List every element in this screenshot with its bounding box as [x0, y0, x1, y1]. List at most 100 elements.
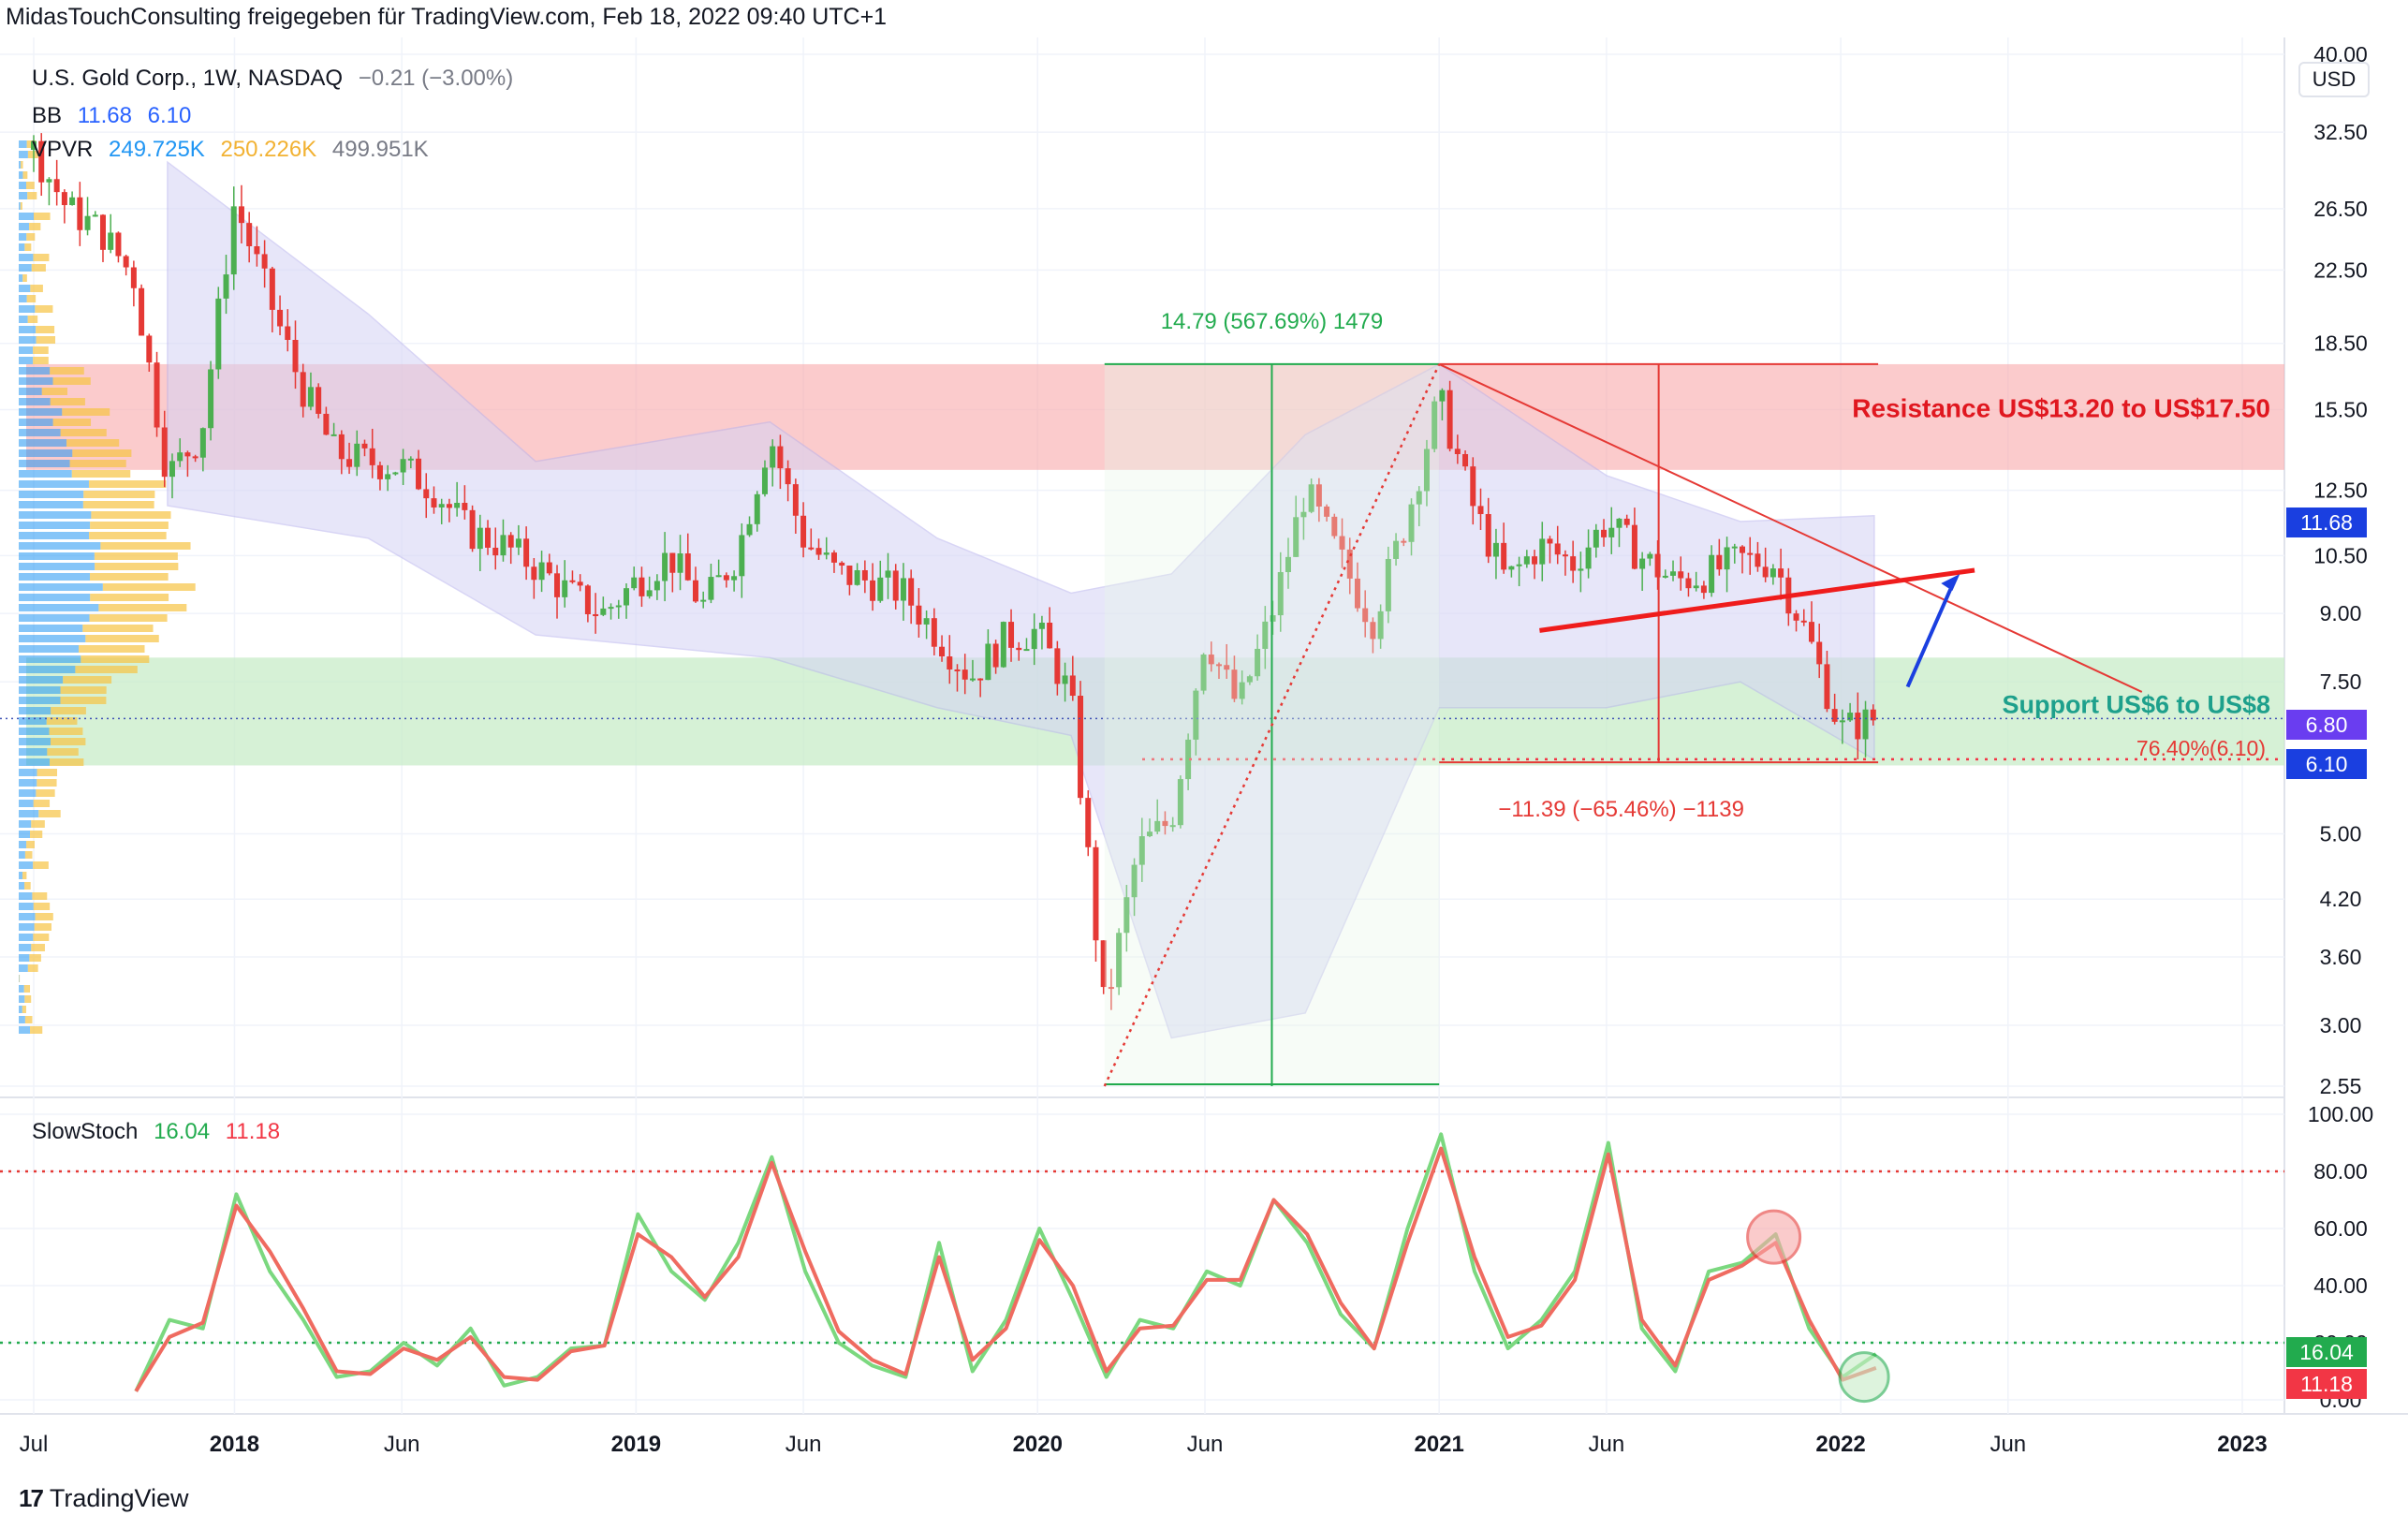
volume-profile-down-bar [24, 882, 31, 890]
candle-body [1354, 578, 1360, 609]
price-tick-label: 22.50 [2313, 257, 2368, 282]
volume-profile-down-bar [20, 202, 22, 210]
candle-body [46, 179, 52, 183]
volume-profile-up-bar [19, 460, 70, 467]
candle-body [854, 569, 860, 585]
time-tick-label: Jun [1589, 1432, 1625, 1457]
volume-profile-up-bar [19, 635, 86, 642]
volume-profile-up-bar [19, 552, 95, 560]
candle-body [846, 566, 853, 585]
volume-profile-up-bar [19, 604, 99, 611]
price-tick-label: 7.50 [2320, 669, 2362, 694]
candle-body [792, 484, 799, 516]
volume-profile-down-bar [46, 717, 78, 725]
volume-profile-up-bar [19, 233, 27, 241]
stoch-tick-label: 60.00 [2313, 1216, 2368, 1241]
candle-body [300, 372, 306, 407]
bb-upper-value: 11.68 [77, 103, 132, 128]
candle-body [947, 656, 953, 669]
volume-profile-up-bar [19, 1026, 31, 1034]
volume-profile-down-bar [66, 439, 120, 447]
candle-body [1601, 529, 1608, 537]
candle-body [1631, 524, 1637, 569]
candle-body [139, 287, 145, 336]
volume-profile-down-bar [47, 748, 79, 756]
volume-profile-down-bar [31, 820, 45, 828]
axes-layer: 40.00 32.50 26.50 22.50 18.50 15.50 12.50 10.50… [20, 42, 2374, 1457]
candle-body [1023, 649, 1030, 652]
candle-body [323, 413, 330, 435]
candle-body [1315, 484, 1322, 507]
bb-lower-value: 6.10 [147, 103, 192, 128]
volume-profile-up-bar [19, 831, 31, 838]
candle-body [1485, 514, 1491, 557]
candle-body [1731, 546, 1738, 549]
volume-profile-up-bar [19, 697, 61, 704]
volume-profile-down-bar [52, 419, 92, 426]
volume-profile-up-bar [19, 202, 21, 210]
volume-profile-down-bar [30, 285, 43, 292]
candle-body [292, 340, 299, 373]
volume-profile-down-bar [90, 573, 169, 581]
candle-body [1401, 540, 1407, 543]
candle-body [962, 669, 968, 680]
candle-body [1008, 622, 1015, 648]
volume-profile-down-bar [63, 676, 112, 684]
candle-body [423, 489, 430, 499]
volume-profile-down-bar [26, 295, 37, 302]
volume-profile-down-bar [60, 686, 107, 694]
volume-profile-down-bar [85, 635, 159, 642]
volume-profile-up-bar [19, 686, 61, 694]
volume-profile-up-bar [19, 800, 34, 807]
candle-body [1293, 517, 1299, 557]
candle-body [285, 326, 291, 341]
candle-body [746, 523, 753, 536]
volume-profile-up-bar [19, 408, 63, 416]
candle-body [761, 467, 768, 494]
symbol-legend[interactable]: U.S. Gold Corp., 1W, NASDAQ −0.21 (−3.00… [32, 66, 522, 92]
volume-profile-down-bar [41, 388, 68, 395]
volume-profile-down-bar [32, 892, 48, 900]
currency-button[interactable]: USD [2298, 62, 2370, 97]
vpvr-legend[interactable]: VPVR 249.725K 250.226K 499.951K [32, 137, 438, 163]
volume-profile-down-bar [82, 625, 154, 632]
candle-body [1147, 831, 1153, 837]
support-label: Support US$6 to US$8 [2002, 691, 2270, 719]
candle-body [1331, 516, 1338, 537]
volume-profile-up-bar [19, 398, 51, 405]
candle-body [1847, 713, 1854, 721]
volume-profile-down-bar [62, 408, 110, 416]
vpvr-label: VPVR [32, 137, 94, 162]
volume-profile-up-bar [19, 583, 103, 591]
volume-profile-down-bar [36, 326, 55, 333]
candle-body [1477, 506, 1484, 515]
candle-body [1578, 568, 1584, 571]
volume-profile-down-bar [27, 192, 37, 199]
candle-body [1416, 491, 1422, 505]
candle-body [631, 577, 638, 589]
volume-profile-up-bar [19, 532, 90, 539]
candle-body [385, 474, 391, 479]
candle-body [715, 575, 722, 578]
volume-profile-up-bar [19, 316, 28, 323]
candle-body [1870, 709, 1876, 721]
volume-profile-up-bar [19, 161, 22, 169]
volume-profile-up-bar [19, 213, 34, 220]
bb-legend[interactable]: BB 11.68 6.10 [32, 103, 200, 129]
candle-body [739, 535, 745, 577]
candle-body [416, 458, 422, 490]
tradingview-footer[interactable]: 17 TradingView [19, 1484, 189, 1513]
stoch-legend[interactable]: SlowStoch 16.04 11.18 [32, 1119, 289, 1145]
volume-profile-down-bar [91, 511, 171, 519]
volume-profile-up-bar [19, 449, 73, 457]
candle-body [1231, 669, 1238, 699]
candle-body [1693, 585, 1699, 589]
candle-body [700, 599, 707, 602]
currency-label: USD [2312, 67, 2357, 91]
volume-profile-up-bar [19, 666, 76, 673]
volume-profile-down-bar [49, 728, 83, 735]
candle-body [1423, 449, 1430, 492]
candle-body [1839, 720, 1845, 723]
